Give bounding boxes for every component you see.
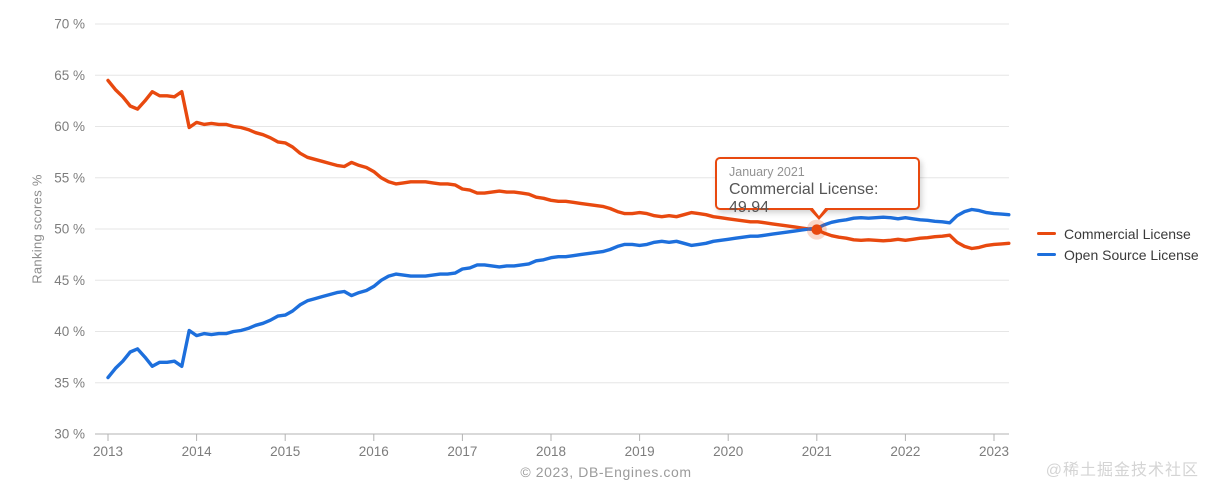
commercial-license-line[interactable] (106, 78, 1011, 251)
x-tick-label: 2016 (359, 444, 389, 459)
y-tick-label: 30 % (54, 427, 85, 442)
x-tick-label: 2023 (979, 444, 1009, 459)
legend-item-commercial-license[interactable]: Commercial License (1037, 223, 1199, 244)
x-tick-label: 2013 (93, 444, 123, 459)
watermark-text: @稀土掘金技术社区 (1045, 462, 1199, 479)
x-tick-label: 2021 (802, 444, 832, 459)
y-tick-label: 55 % (54, 170, 85, 185)
open-source-license-swatch (1037, 252, 1056, 257)
x-tick-label: 2014 (182, 444, 213, 459)
legend-label: Open Source License (1064, 246, 1199, 263)
y-tick-label: 40 % (54, 324, 85, 339)
x-tick-label: 2015 (270, 444, 300, 459)
legend: Commercial License Open Source License (1037, 223, 1199, 265)
copyright-text: © 2023, DB-Engines.com (520, 464, 692, 480)
x-tick-label: 2019 (625, 444, 655, 459)
y-tick-label: 65 % (54, 68, 85, 83)
x-tick-label: 2022 (890, 444, 920, 459)
commercial-license-swatch (1037, 231, 1056, 236)
tooltip-date: January 2021 (729, 165, 805, 179)
tooltip-value: Commercial License: 49.94 (729, 181, 879, 216)
highlighted-data-point[interactable] (811, 224, 823, 235)
y-tick-label: 70 % (54, 17, 85, 32)
tooltip: January 2021 Commercial License: 49.94 (715, 157, 920, 220)
y-tick-label: 35 % (54, 375, 85, 390)
open-source-license-line[interactable] (106, 207, 1011, 380)
y-tick-label: 60 % (54, 119, 85, 134)
y-axis-title: Ranking scores % (29, 174, 45, 284)
x-tick-label: 2018 (536, 444, 566, 459)
x-tick-label: 2017 (447, 444, 477, 459)
legend-item-open-source-license[interactable]: Open Source License (1037, 244, 1199, 265)
y-tick-label: 50 % (54, 222, 85, 237)
x-tick-label: 2020 (713, 444, 743, 459)
legend-label: Commercial License (1064, 225, 1191, 242)
y-tick-label: 45 % (54, 273, 85, 288)
